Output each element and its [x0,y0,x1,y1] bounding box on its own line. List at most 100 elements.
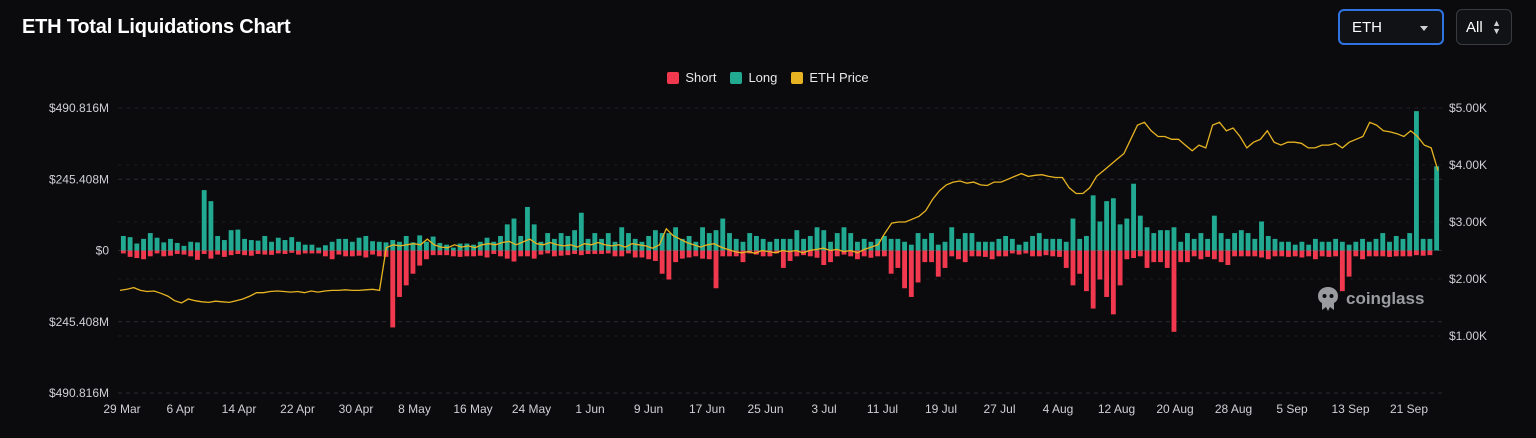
short-bar[interactable] [1198,250,1204,260]
short-bar[interactable] [1077,250,1083,274]
short-bar[interactable] [296,250,301,255]
long-bar[interactable] [1131,183,1136,251]
long-bar[interactable] [942,241,948,251]
long-bar[interactable] [538,241,544,251]
long-bar[interactable] [1191,238,1197,251]
short-bar[interactable] [1346,250,1352,277]
long-bar[interactable] [322,245,328,251]
long-bar[interactable] [1171,227,1177,251]
short-bar[interactable] [168,250,173,256]
short-bar[interactable] [585,250,591,254]
short-bar[interactable] [248,250,254,256]
long-bar[interactable] [1151,233,1157,251]
short-bar[interactable] [134,250,140,259]
long-bar[interactable] [1366,241,1372,251]
short-bar[interactable] [410,250,416,274]
long-bar[interactable] [1050,238,1056,251]
long-bar[interactable] [1043,238,1049,251]
short-bar[interactable] [1393,250,1399,257]
long-bar[interactable] [201,190,207,251]
short-bar[interactable] [1319,250,1325,257]
short-bar[interactable] [1158,250,1163,263]
long-bar[interactable] [424,241,429,251]
short-bar[interactable] [700,250,705,259]
short-bar[interactable] [787,250,793,261]
long-bar[interactable] [181,245,187,251]
short-bar[interactable] [390,250,396,328]
long-bar[interactable] [1211,215,1217,251]
long-bar[interactable] [1434,166,1440,251]
short-bar[interactable] [349,250,355,257]
short-bar[interactable] [558,250,564,256]
short-bar[interactable] [228,250,234,256]
long-bar[interactable] [956,238,961,251]
long-bar[interactable] [989,241,995,251]
short-bar[interactable] [1164,250,1170,268]
short-bar[interactable] [1057,250,1062,257]
long-bar[interactable] [1333,238,1339,251]
long-bar[interactable] [747,233,753,251]
short-bar[interactable] [989,250,995,260]
short-bar[interactable] [1043,250,1049,256]
long-bar[interactable] [504,224,510,251]
short-bar[interactable] [572,250,578,254]
long-bar[interactable] [242,238,248,251]
short-bar[interactable] [1124,250,1130,260]
long-bar[interactable] [619,227,625,251]
short-bar[interactable] [525,250,530,257]
short-bar[interactable] [767,250,773,257]
short-bar[interactable] [861,250,867,257]
short-bar[interactable] [1326,250,1332,257]
long-bar[interactable] [1003,235,1009,251]
long-bar[interactable] [1373,238,1379,251]
long-bar[interactable] [302,244,308,251]
long-bar[interactable] [888,238,894,251]
long-bar[interactable] [922,238,928,251]
short-bar[interactable] [195,250,200,260]
long-bar[interactable] [1292,244,1298,251]
short-bar[interactable] [646,250,652,260]
short-bar[interactable] [841,250,847,255]
long-bar[interactable] [841,227,847,251]
short-bar[interactable] [605,250,611,254]
long-bar[interactable] [127,237,133,251]
long-bar[interactable] [646,235,652,251]
short-bar[interactable] [760,250,766,257]
short-bar[interactable] [902,250,908,289]
short-bar[interactable] [1306,250,1312,257]
long-bar[interactable] [713,230,719,251]
short-bar[interactable] [1036,250,1042,257]
short-bar[interactable] [1063,250,1069,268]
long-bar[interactable] [1387,241,1392,251]
long-bar[interactable] [1030,235,1035,251]
short-bar[interactable] [780,250,786,268]
short-bar[interactable] [713,250,719,289]
long-bar[interactable] [1023,241,1029,251]
short-bar[interactable] [161,250,167,257]
short-bar[interactable] [652,250,658,261]
short-bar[interactable] [1023,250,1029,254]
short-bar[interactable] [1171,250,1177,332]
short-bar[interactable] [592,250,598,254]
short-bar[interactable] [949,250,955,257]
long-bar[interactable] [356,237,362,251]
short-bar[interactable] [693,250,699,257]
long-bar[interactable] [154,237,160,251]
long-bar[interactable] [767,241,773,251]
long-bar[interactable] [1232,233,1238,251]
short-bar[interactable] [215,250,221,255]
short-bar[interactable] [828,250,833,263]
long-bar[interactable] [1312,238,1318,251]
long-bar[interactable] [235,229,241,251]
short-bar[interactable] [538,250,544,255]
long-bar[interactable] [511,218,517,251]
long-bar[interactable] [1137,215,1143,251]
short-bar[interactable] [626,250,631,254]
short-bar[interactable] [1137,250,1143,257]
short-bar[interactable] [430,250,436,256]
long-bar[interactable] [195,242,200,251]
short-bar[interactable] [659,250,665,274]
short-bar[interactable] [551,250,557,257]
long-bar[interactable] [1299,241,1305,251]
short-bar[interactable] [282,250,288,254]
